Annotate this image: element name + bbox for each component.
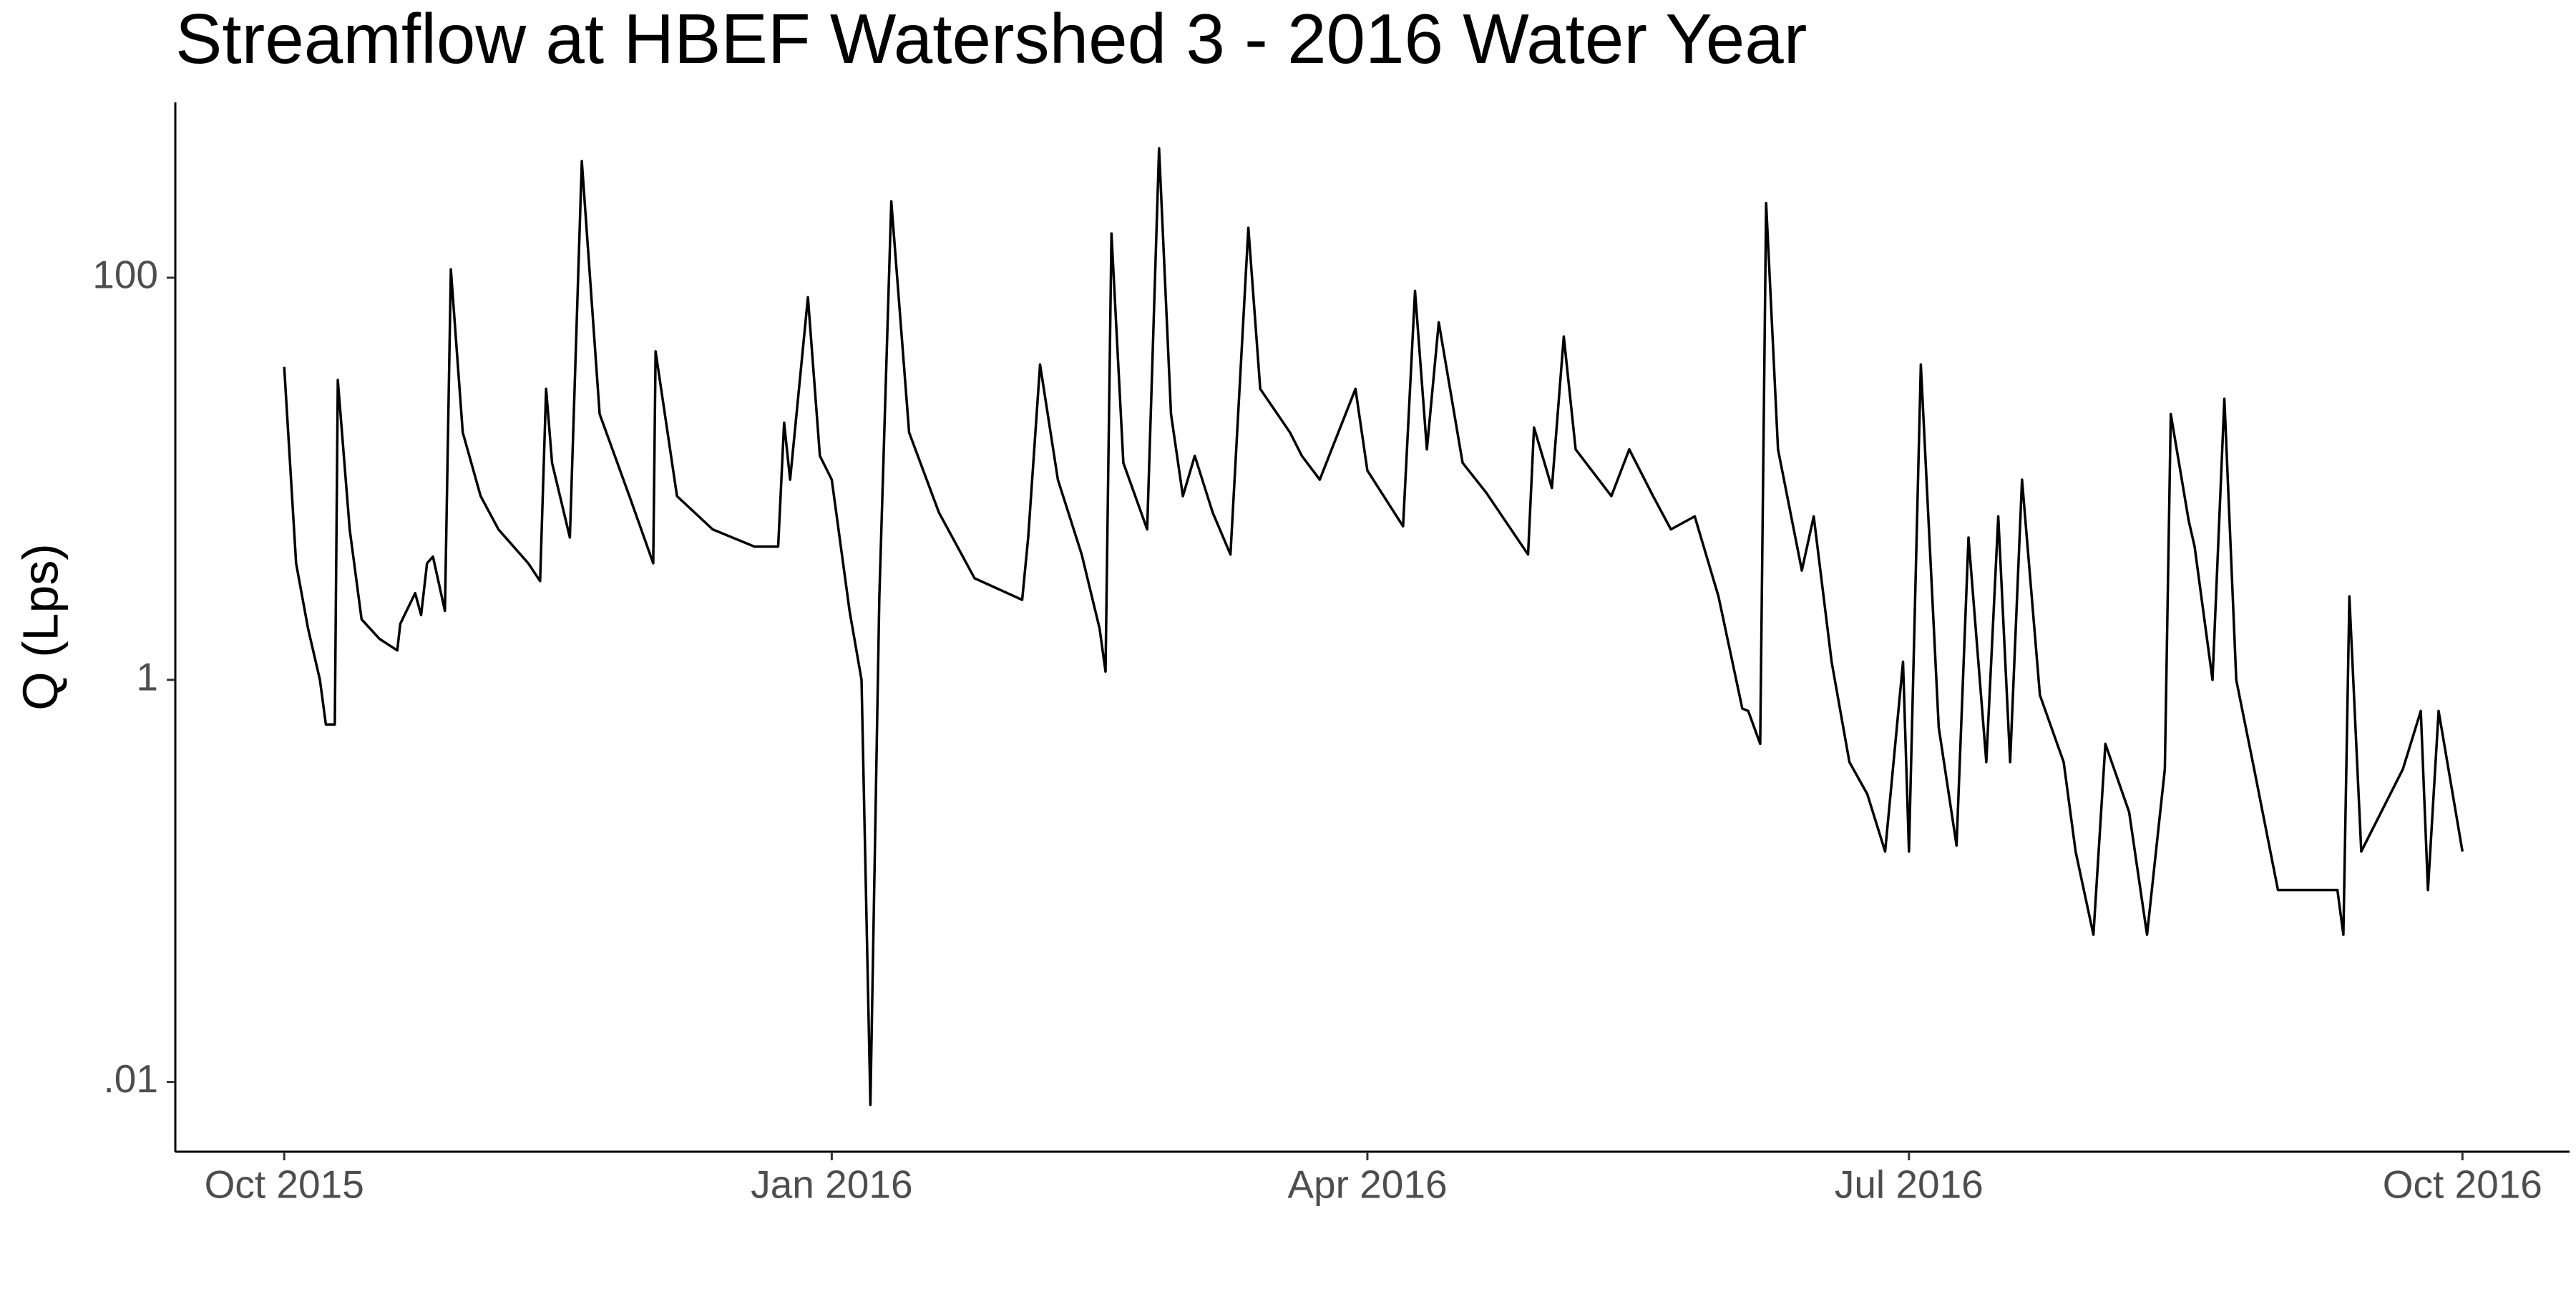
chart-title: Streamflow at HBEF Watershed 3 - 2016 Wa… [175, 0, 1807, 78]
y-tick-label: 1 [136, 654, 158, 699]
x-tick-label: Jan 2016 [751, 1162, 912, 1207]
y-axis-label: Q (Lps) [12, 543, 68, 710]
flow-line [283, 147, 2464, 1107]
x-tick-label: Apr 2016 [1287, 1162, 1447, 1207]
y-tick-label: .01 [104, 1057, 158, 1101]
x-tick-label: Oct 2016 [2383, 1162, 2542, 1207]
y-tick-label: 100 [92, 253, 158, 297]
x-tick-label: Oct 2015 [205, 1162, 364, 1207]
x-tick-label: Jul 2016 [1835, 1162, 1984, 1207]
